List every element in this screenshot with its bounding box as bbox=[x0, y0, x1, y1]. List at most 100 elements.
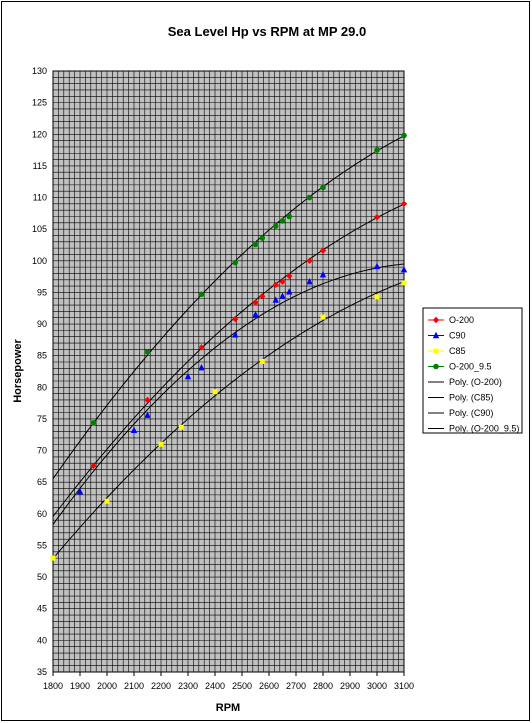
data-point-c85 bbox=[212, 389, 218, 395]
data-point-o-200 bbox=[286, 272, 293, 280]
data-point-o-200-9-5 bbox=[272, 223, 279, 229]
y-tick-label: 70 bbox=[37, 446, 47, 456]
x-tick-label: 1800 bbox=[43, 681, 63, 691]
trendlines bbox=[52, 135, 405, 559]
data-point-o-200-9-5 bbox=[401, 132, 407, 139]
y-tick-label: 105 bbox=[32, 224, 47, 234]
plot-area bbox=[53, 71, 404, 672]
legend-marker bbox=[432, 316, 440, 324]
data-point-o-200-9-5 bbox=[286, 213, 293, 220]
data-point-o-200-9-5 bbox=[90, 419, 97, 426]
trendline bbox=[52, 135, 405, 480]
data-point-c85 bbox=[374, 294, 380, 300]
data-point-o-200 bbox=[252, 299, 259, 306]
legend-marker bbox=[432, 331, 440, 339]
data-point-o-200 bbox=[144, 396, 151, 404]
data-point-c85 bbox=[320, 314, 326, 320]
y-tick-label: 115 bbox=[33, 161, 47, 171]
x-tick-label: 2300 bbox=[178, 681, 198, 691]
data-point-o-200-9-5 bbox=[144, 349, 151, 355]
data-point-o-200 bbox=[306, 257, 313, 264]
x-tick-label: 2400 bbox=[205, 681, 225, 691]
legend-marker bbox=[433, 363, 439, 370]
legend-label: Poly. (O-200) bbox=[449, 377, 502, 387]
y-tick-label: 120 bbox=[32, 129, 47, 139]
x-tick-label: 3100 bbox=[394, 681, 414, 691]
legend-label: Poly. (O-200_9.5) bbox=[449, 424, 519, 434]
data-point-o-200 bbox=[373, 213, 381, 221]
legend-label: O-200 bbox=[449, 315, 474, 325]
data-point-c90 bbox=[400, 265, 408, 273]
data-point-c90 bbox=[319, 271, 327, 278]
grid bbox=[52, 70, 405, 673]
x-tick-label: 2100 bbox=[124, 681, 144, 691]
data-point-c90 bbox=[76, 488, 84, 495]
data-point-o-200 bbox=[198, 344, 205, 351]
data-point-c90 bbox=[286, 288, 293, 295]
plot-border bbox=[52, 70, 405, 673]
data-point-c85 bbox=[158, 441, 164, 447]
legend-label: O-200_9.5 bbox=[449, 362, 492, 372]
data-point-o-200-9-5 bbox=[306, 194, 313, 201]
y-tick-label: 45 bbox=[37, 604, 47, 614]
data-point-c90 bbox=[272, 296, 279, 303]
data-point-c90 bbox=[130, 426, 138, 434]
data-point-o-200 bbox=[259, 293, 266, 300]
x-tick-label: 3000 bbox=[367, 681, 387, 691]
data-point-c90 bbox=[232, 331, 239, 338]
x-tick-labels: 1800 1900 2000 2100 2200 2300 2400 2500 2600 2700… bbox=[43, 672, 414, 691]
data-points bbox=[50, 132, 408, 561]
x-axis-title: RPM bbox=[216, 702, 240, 714]
y-tick-labels: 35 40 45 50 55 60 65 70 75 80 85 90 95 100 105 110 115 12… bbox=[32, 66, 47, 677]
legend-label: C90 bbox=[449, 331, 466, 341]
data-point-c85 bbox=[104, 498, 110, 504]
chart-title: Sea Level Hp vs RPM at MP 29.0 bbox=[168, 24, 366, 39]
y-tick-label: 55 bbox=[37, 540, 47, 550]
x-tick-label: 2200 bbox=[151, 681, 171, 691]
data-point-o-200-9-5 bbox=[279, 218, 286, 224]
legend: O-200 C90 C85 O-200_9.5 Poly. (O-200) Poly. (… bbox=[422, 307, 523, 434]
data-point-o-200-9-5 bbox=[198, 291, 205, 298]
x-tick-label: 2600 bbox=[259, 681, 279, 691]
legend-label: Poly. (C90) bbox=[449, 408, 493, 418]
x-tick-label: 2000 bbox=[97, 681, 117, 691]
data-point-o-200 bbox=[279, 278, 286, 285]
data-point-o-200-9-5 bbox=[232, 259, 239, 266]
data-point-o-200 bbox=[400, 200, 408, 208]
legend-box bbox=[422, 307, 523, 434]
data-point-o-200 bbox=[232, 315, 239, 323]
y-axis-title: Horsepower bbox=[12, 338, 24, 402]
legend-marker bbox=[433, 348, 439, 354]
y-tick-label: 130 bbox=[32, 66, 47, 76]
data-point-c85 bbox=[50, 555, 56, 561]
legend-label: Poly. (C85) bbox=[449, 393, 493, 403]
data-point-o-200 bbox=[319, 247, 327, 254]
y-tick-label: 75 bbox=[37, 414, 47, 424]
x-tick-label: 2800 bbox=[313, 681, 333, 691]
y-tick-label: 80 bbox=[37, 382, 47, 392]
x-tick-label: 2900 bbox=[340, 681, 360, 691]
data-point-o-200-9-5 bbox=[320, 184, 326, 191]
y-tick-label: 110 bbox=[33, 193, 47, 203]
y-tick-label: 60 bbox=[37, 509, 47, 519]
x-tick-label: 2700 bbox=[286, 681, 306, 691]
trendline bbox=[52, 203, 405, 517]
y-tick-label: 100 bbox=[32, 256, 47, 266]
data-point-o-200-9-5 bbox=[259, 235, 266, 241]
y-tick-label: 85 bbox=[37, 351, 47, 361]
trendline bbox=[52, 281, 405, 559]
data-point-o-200-9-5 bbox=[374, 147, 380, 153]
y-tick-label: 125 bbox=[32, 98, 47, 108]
y-tick-label: 95 bbox=[37, 287, 47, 297]
y-tick-label: 35 bbox=[37, 667, 47, 677]
y-tick-label: 90 bbox=[37, 319, 47, 329]
x-tick-label: 2500 bbox=[232, 681, 252, 691]
data-point-o-200 bbox=[272, 281, 279, 289]
y-tick-label: 50 bbox=[37, 572, 47, 582]
data-point-c85 bbox=[259, 358, 265, 364]
data-point-c90 bbox=[252, 310, 259, 318]
data-point-c90 bbox=[279, 292, 286, 299]
data-point-o-200-9-5 bbox=[252, 241, 259, 248]
data-point-c85 bbox=[401, 280, 407, 286]
